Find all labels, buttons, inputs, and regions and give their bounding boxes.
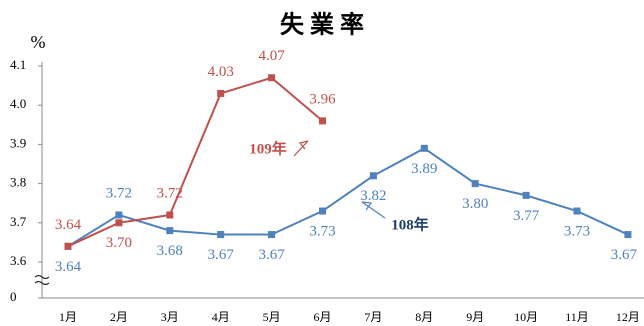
point (217, 89, 225, 97)
value-label: 4.07 (258, 48, 285, 64)
value-label: 3.96 (309, 91, 336, 107)
point (319, 117, 326, 125)
x-tick-label: 4月 (212, 310, 230, 324)
value-label: 4.03 (208, 64, 234, 80)
value-label: 3.73 (309, 223, 335, 239)
point (115, 219, 123, 227)
point (522, 191, 530, 199)
value-label: 3.80 (462, 196, 488, 212)
series-line (67, 147, 629, 248)
point (166, 227, 174, 235)
value-label: 3.70 (106, 235, 132, 251)
value-label: 3.67 (258, 247, 285, 263)
arrow (361, 201, 386, 219)
point (217, 231, 225, 239)
y-tick-label: 3.7 (10, 214, 27, 229)
point (420, 144, 428, 152)
arrow-head (298, 140, 309, 150)
x-tick-label: 10月 (514, 310, 538, 324)
y-tick-label: 4.1 (10, 57, 26, 72)
y-tick-label: 0 (10, 289, 17, 304)
value-label: 3.64 (55, 259, 82, 275)
point (624, 231, 632, 239)
value-label: 3.68 (157, 243, 183, 259)
point (115, 211, 123, 219)
y-axis-label: % (31, 32, 46, 52)
value-label: 3.67 (208, 247, 235, 263)
value-label: 3.77 (513, 208, 540, 224)
value-label: 3.72 (106, 185, 132, 201)
x-tick-label: 11月 (565, 310, 589, 324)
x-tick-label: 6月 (313, 310, 331, 324)
value-label: 3.82 (360, 188, 386, 204)
y-tick-label: 4.0 (10, 96, 26, 111)
arrow (293, 140, 309, 157)
arrow-head (361, 201, 373, 211)
point (166, 211, 174, 219)
series-label: 108年 (391, 215, 429, 233)
point (573, 207, 581, 215)
series-line (67, 76, 324, 248)
value-label: 3.73 (564, 223, 590, 239)
value-label: 3.64 (55, 217, 82, 233)
x-tick-label: 2月 (110, 310, 128, 324)
point (64, 242, 72, 250)
y-tick-label: 3.8 (10, 175, 26, 190)
x-tick-label: 1月 (59, 310, 77, 324)
axis-break (34, 274, 50, 286)
point (319, 207, 326, 215)
point (369, 172, 377, 180)
x-tick-label: 12月 (616, 310, 640, 324)
series-label: 109年 (249, 139, 287, 157)
y-tick-label: 3.6 (10, 253, 27, 268)
y-tick-label: 3.9 (10, 135, 26, 150)
point (268, 74, 276, 82)
x-tick-label: 7月 (364, 310, 382, 324)
x-tick-label: 8月 (415, 310, 433, 324)
x-tick-label: 3月 (161, 310, 179, 324)
x-tick-label: 5月 (263, 310, 281, 324)
x-tick-label: 9月 (466, 310, 484, 324)
point (268, 231, 276, 239)
value-label: 3.72 (157, 185, 183, 201)
value-label: 3.89 (411, 161, 437, 177)
chart-title: 失業率 (280, 11, 370, 39)
value-label: 3.67 (611, 247, 638, 263)
point (471, 180, 479, 188)
